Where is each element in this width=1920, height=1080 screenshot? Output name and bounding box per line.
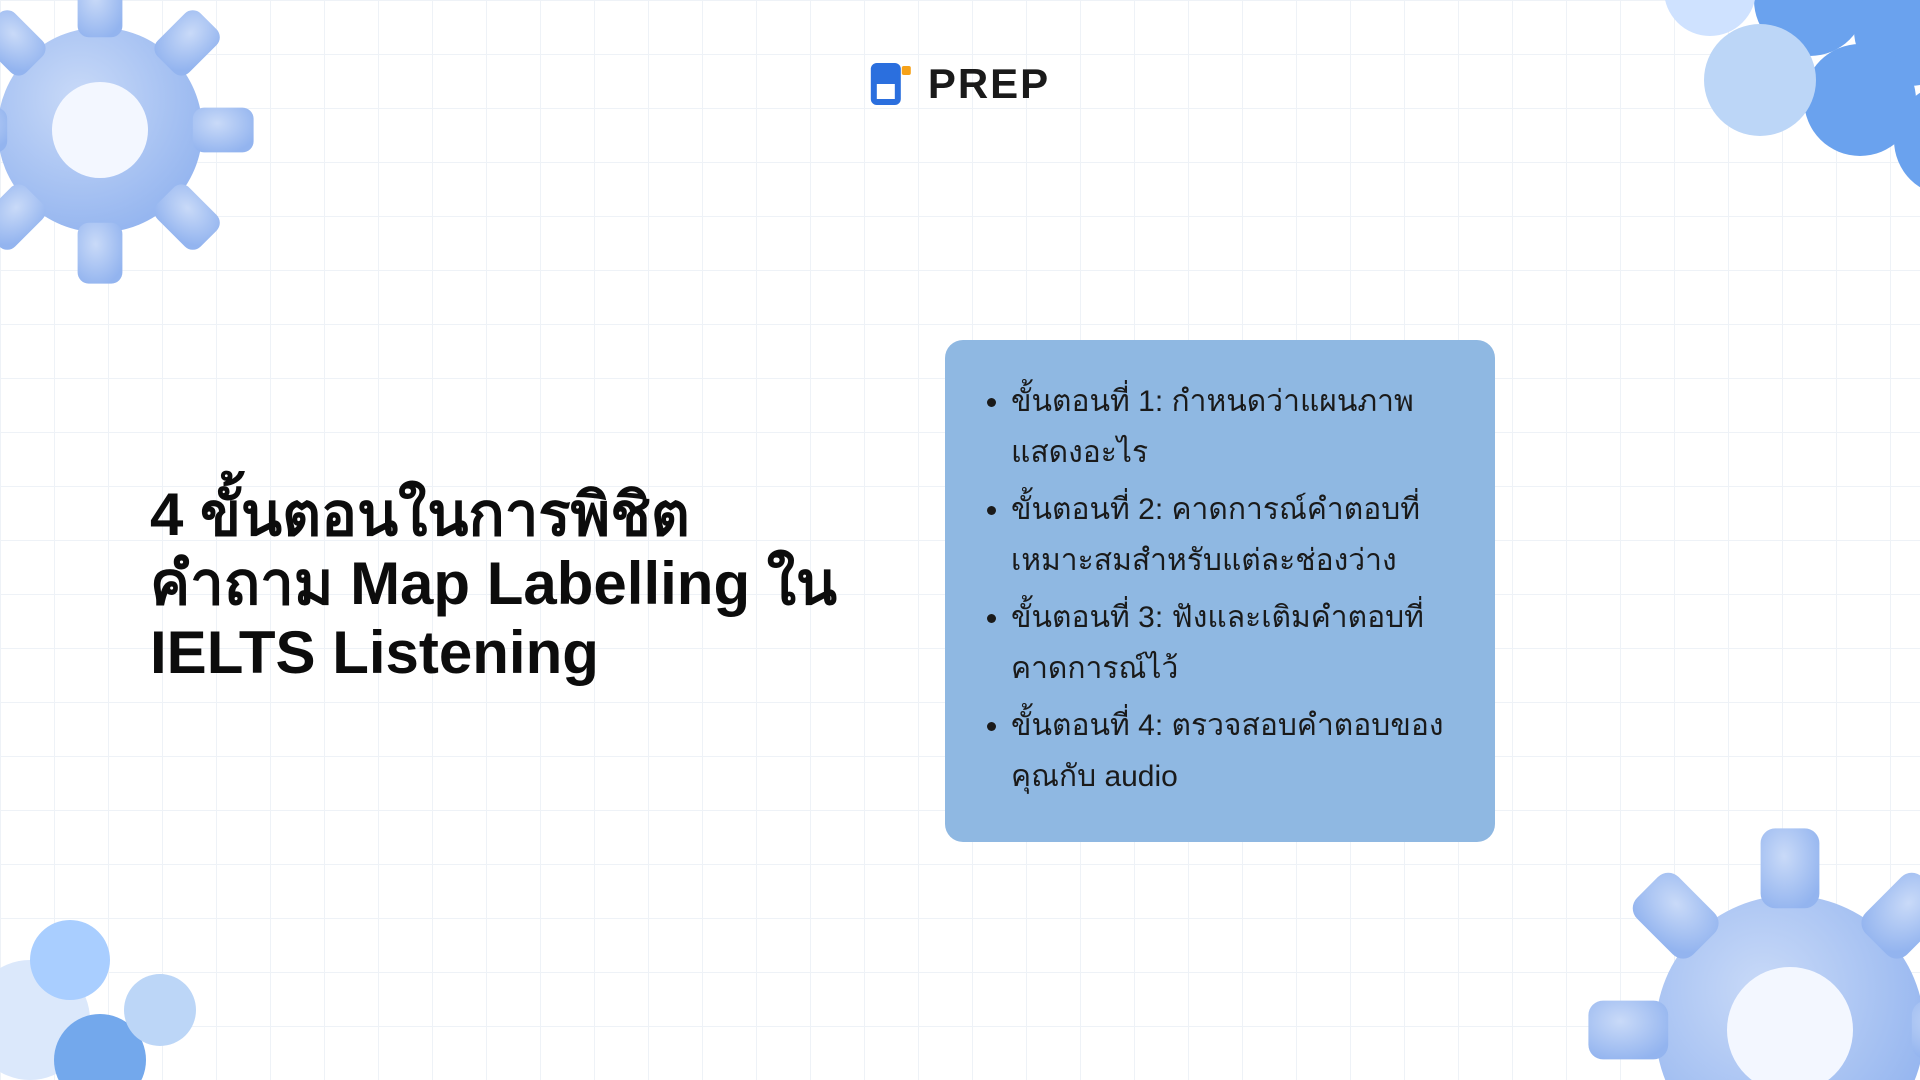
step-item: ขั้นตอนที่ 4: ตรวจสอบคำตอบของคุณกับ audi… <box>1011 700 1461 802</box>
slide: PREP 4 ขั้นตอนในการพิชิตคำถาม Map Labell… <box>0 0 1920 1080</box>
logo-text: PREP <box>928 60 1050 108</box>
steps-list: ขั้นตอนที่ 1: กำหนดว่าแผนภาพแสดงอะไรขั้น… <box>979 376 1461 802</box>
step-item: ขั้นตอนที่ 1: กำหนดว่าแผนภาพแสดงอะไร <box>1011 376 1461 478</box>
page-title: 4 ขั้นตอนในการพิชิตคำถาม Map Labelling ใ… <box>150 480 870 687</box>
step-item: ขั้นตอนที่ 2: คาดการณ์คำตอบที่เหมาะสมสำห… <box>1011 484 1461 586</box>
logo-mark-icon <box>870 62 914 106</box>
gear-top-left-icon <box>0 0 260 290</box>
circles-bottom-left-icon <box>0 860 280 1080</box>
gear-bottom-right-icon <box>1580 820 1920 1080</box>
steps-card: ขั้นตอนที่ 1: กำหนดว่าแผนภาพแสดงอะไรขั้น… <box>945 340 1495 842</box>
hex-cluster-icon <box>1560 0 1920 240</box>
step-item: ขั้นตอนที่ 3: ฟังและเติมคำตอบที่คาดการณ์… <box>1011 592 1461 694</box>
logo: PREP <box>870 60 1050 108</box>
